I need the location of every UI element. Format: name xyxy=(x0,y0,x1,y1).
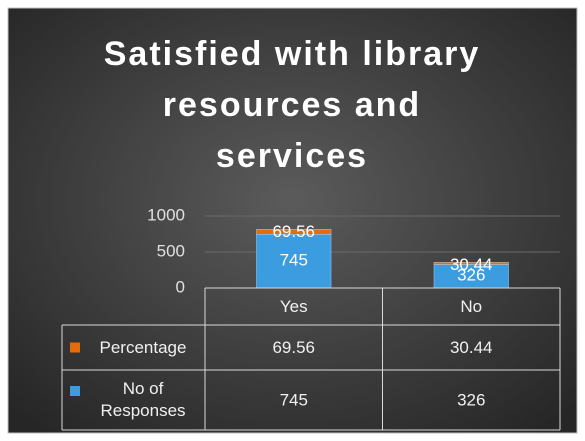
legend-key xyxy=(70,342,80,353)
bar xyxy=(256,234,332,289)
y-tick-label: 0 xyxy=(176,277,185,296)
bar xyxy=(433,262,509,265)
chart-title: Satisfied with library xyxy=(104,35,481,73)
chart-title: resources and xyxy=(163,86,421,124)
x-tick-label: Yes xyxy=(280,297,308,316)
data-label: 326 xyxy=(457,266,485,285)
x-tick-label: No xyxy=(460,297,482,316)
data-label: 69.56 xyxy=(272,222,315,241)
table-cell: 326 xyxy=(457,390,485,409)
table-cell: 69.56 xyxy=(272,338,315,357)
legend-key xyxy=(70,386,80,396)
y-tick-label: 500 xyxy=(157,241,185,260)
chart-area xyxy=(7,7,578,434)
legend-label-box: Percentage xyxy=(99,337,187,357)
table-cell: 745 xyxy=(280,390,308,409)
legend-label-box: No of Responses xyxy=(100,379,186,420)
y-tick-label: 1000 xyxy=(147,205,185,224)
data-label: 745 xyxy=(280,251,308,270)
chart-title: services xyxy=(216,137,368,175)
legend-label: No of Responses xyxy=(100,379,186,420)
data-label: 30.44 xyxy=(450,255,493,274)
bar xyxy=(256,229,332,235)
table-cell: 30.44 xyxy=(450,338,493,357)
legend-label: Percentage xyxy=(99,337,187,357)
